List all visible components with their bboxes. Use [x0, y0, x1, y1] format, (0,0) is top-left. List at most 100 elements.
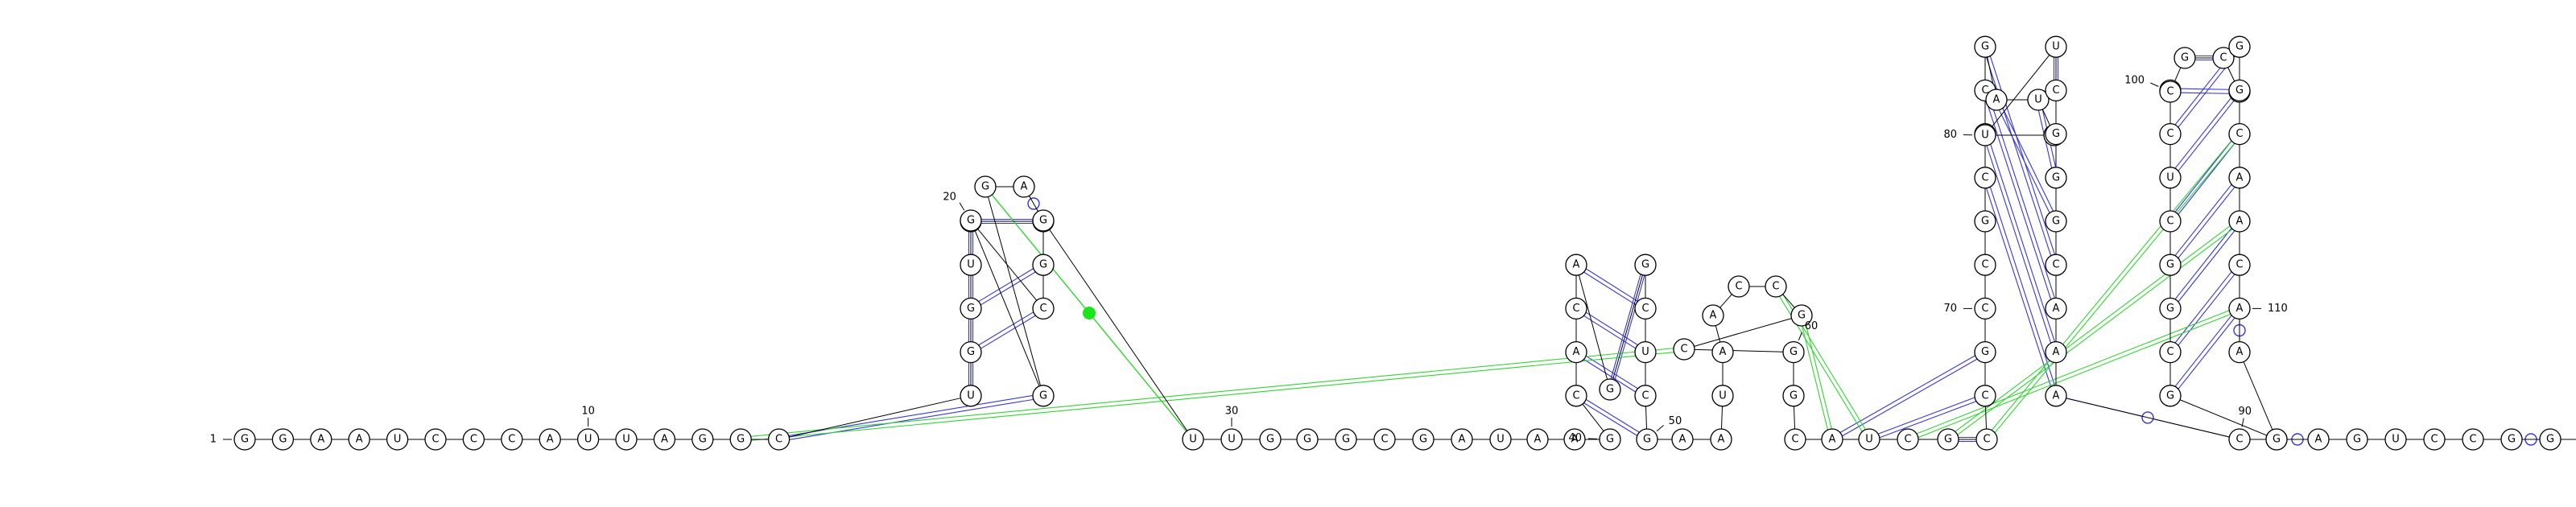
nucleotide-circle	[1782, 385, 1805, 407]
nucleotide-circle	[1032, 297, 1055, 320]
nucleotide-circle	[2159, 210, 2182, 233]
tertiary-interaction	[751, 352, 1674, 441]
nucleotide-circle	[2228, 254, 2251, 276]
backbone-bond	[2243, 361, 2273, 431]
nucleotide-letter: A	[317, 434, 324, 446]
index-label: 60	[1805, 320, 1818, 332]
nucleotide: G	[1974, 210, 1996, 233]
canonical-base-pair	[2178, 274, 2235, 346]
nucleotide-letter: C	[2166, 346, 2174, 358]
nucleotide-circle	[310, 428, 332, 451]
nucleotide-circle	[1671, 428, 1694, 451]
index-label: 100	[2124, 74, 2145, 86]
nucleotide: C	[2159, 122, 2182, 146]
nucleotide-letter: A	[1718, 434, 1725, 446]
nucleotide-circle	[1634, 297, 1657, 320]
backbone-layer	[255, 55, 2576, 440]
backbone-bond	[1782, 294, 1795, 308]
nucleotide-letter: G	[1944, 434, 1952, 446]
canonical-base-pair	[1986, 57, 2052, 256]
nucleotide-letter: C	[1791, 434, 1798, 446]
tertiary-interaction	[750, 348, 1674, 437]
nucleotide: A	[1526, 428, 1549, 451]
nucleotide-circle	[2462, 428, 2484, 451]
nucleotide-letter: A	[1534, 434, 1542, 446]
nucleotide: G	[1974, 340, 1996, 364]
nucleotide: A	[1985, 89, 2008, 111]
nucleotide: C	[767, 428, 791, 451]
nucleotide-circle	[1974, 254, 1996, 276]
nucleotide-letter: C	[2166, 86, 2174, 98]
nucleotide-circle	[1373, 428, 1396, 451]
nucleotide-letter: G	[1419, 434, 1427, 446]
nucleotide-circle	[1702, 304, 1724, 327]
nucleotide-circle	[424, 428, 447, 451]
nucleotide-circle	[1565, 340, 1587, 364]
nucleotide: G	[233, 428, 256, 451]
nucleotide-circle	[1790, 304, 1813, 327]
nucleotide: G	[2228, 35, 2251, 58]
nucleotide-letter: G	[1606, 434, 1614, 446]
nucleotide-letter: A	[1573, 259, 1580, 271]
nucleotide: C	[1974, 167, 1996, 189]
nucleotide: C	[1634, 385, 1657, 407]
nucleotide-circle	[1636, 428, 1658, 451]
nucleotide: C	[1765, 275, 1787, 298]
nucleotide-circle	[386, 428, 409, 451]
canonical-base-pair	[1586, 355, 1638, 390]
noncanonical-marker	[1083, 307, 1096, 319]
nucleotide-circle	[1220, 428, 1243, 451]
index-label: 70	[1943, 303, 1957, 315]
canonical-base-pair	[1879, 401, 1976, 439]
nucleotide-circle	[348, 428, 370, 451]
nucleotide-letter: C	[1981, 171, 1988, 183]
nucleotide: C	[1373, 428, 1396, 451]
nucleotide-circle	[1974, 210, 1996, 233]
nucleotide: G	[1782, 385, 1805, 407]
nucleotide-circle	[501, 428, 523, 451]
nucleotide: A	[2228, 297, 2251, 320]
nucleotide: G	[1636, 428, 1658, 451]
nucleotide-circle	[1032, 209, 1055, 232]
nucleotide: U	[1489, 428, 1512, 451]
nucleotide-circle	[1974, 124, 1996, 146]
nucleotide: C	[501, 428, 523, 451]
nucleotide: A	[1711, 340, 1734, 364]
nucleotide-circle	[2045, 79, 2067, 102]
nucleotide-letter: G	[279, 434, 287, 446]
nucleotide: G	[2045, 167, 2067, 189]
nucleotide-circle	[960, 254, 982, 276]
nucleotide-letter: G	[1303, 434, 1311, 446]
nucleotide: U	[2045, 35, 2067, 58]
nucleotide: C	[1565, 297, 1587, 320]
nucleotide-letter: A	[2053, 303, 2060, 315]
nucleotide-letter: G	[1790, 346, 1798, 358]
nucleotide: G	[1782, 340, 1805, 364]
nucleotide: A	[2228, 210, 2251, 233]
nucleotide-letter: G	[1641, 259, 1649, 271]
nucleotide: G	[2346, 428, 2368, 451]
nucleotide-letter: C	[470, 434, 477, 446]
nucleotide-letter: C	[1735, 281, 1742, 293]
nucleotide-letter: U	[2392, 434, 2400, 446]
nucleotide: U	[2027, 89, 2050, 111]
nucleotide-circle	[1296, 428, 1319, 451]
index-tick	[2241, 418, 2244, 427]
nucleotide-circle	[1710, 428, 1732, 451]
canonical-base-pair	[2174, 97, 2232, 169]
nucleotide-circle	[1974, 385, 1996, 407]
nucleotide-letter: G	[241, 434, 249, 446]
nucleotide: G	[1296, 428, 1319, 451]
backbone-bond	[1645, 406, 1648, 430]
nucleotide: C	[2228, 428, 2251, 451]
index-label: 40	[1568, 432, 1582, 444]
nucleotide: A	[310, 428, 332, 451]
nucleotide-circle	[1526, 428, 1549, 451]
nucleotide-letter: C	[2235, 259, 2243, 271]
nucleotide: U	[1634, 340, 1657, 364]
nucleotide: G	[2159, 385, 2182, 407]
canonical-base-pair	[2174, 271, 2232, 344]
nucleotide-circle	[1634, 254, 1657, 276]
nucleotide: G	[960, 340, 982, 364]
canonical-base-pair	[1986, 101, 2052, 299]
